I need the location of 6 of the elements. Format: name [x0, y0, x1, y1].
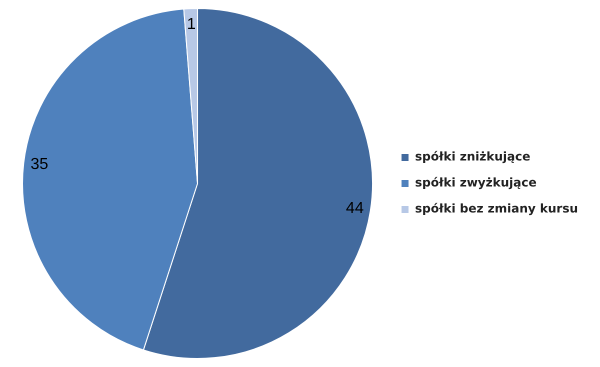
- legend-label: spółki zniżkujące: [415, 150, 530, 164]
- data-label: 1: [186, 16, 196, 33]
- data-label: 44: [346, 200, 364, 217]
- legend-label: spółki zwyżkujące: [415, 176, 537, 190]
- data-label: 35: [30, 156, 48, 174]
- legend-label: spółki bez zmiany kursu: [415, 202, 578, 216]
